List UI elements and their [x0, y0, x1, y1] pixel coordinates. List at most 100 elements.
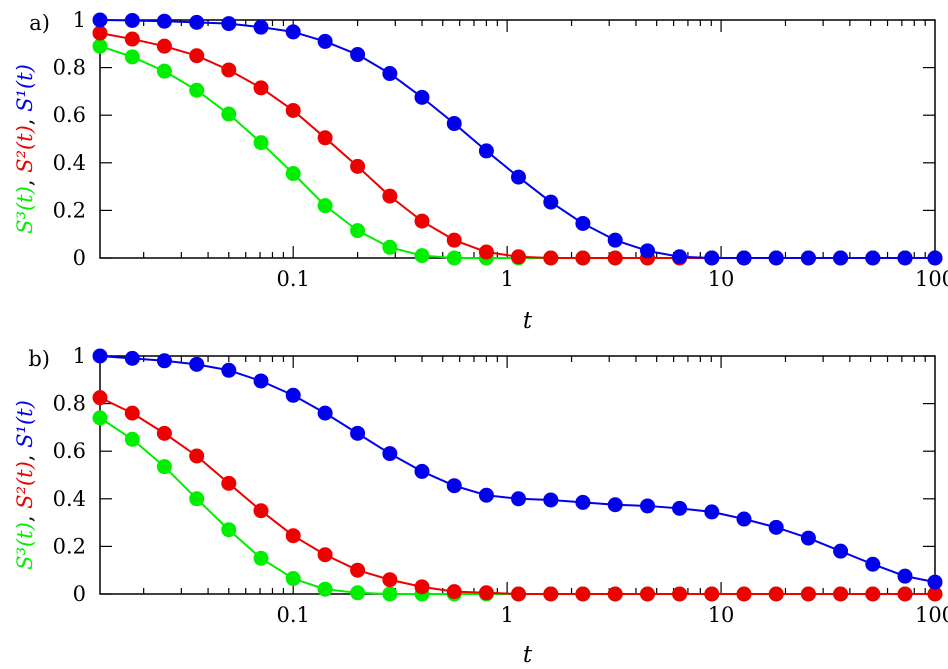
series-line: [99, 45, 935, 259]
data-point: [317, 405, 333, 421]
data-point: [156, 13, 172, 29]
data-point: [253, 503, 269, 519]
data-point: [124, 12, 140, 28]
y-axis-label-part: S³(t): [13, 186, 37, 234]
data-point: [736, 511, 752, 527]
y-tick-label: 0.2: [53, 198, 86, 222]
data-point: [189, 448, 205, 464]
data-point: [350, 47, 366, 63]
data-point: [221, 362, 237, 378]
y-tick-label: 0.8: [53, 392, 86, 416]
data-point: [317, 130, 333, 146]
data-point: [575, 586, 591, 602]
data-point: [510, 249, 526, 265]
data-point: [833, 543, 849, 559]
data-point: [414, 248, 430, 264]
data-point: [768, 250, 784, 266]
data-point: [575, 215, 591, 231]
data-point: [189, 491, 205, 507]
series-2: [92, 390, 943, 602]
data-point: [253, 80, 269, 96]
data-point: [865, 556, 881, 572]
data-point: [189, 48, 205, 64]
data-point: [253, 373, 269, 389]
data-point: [221, 62, 237, 78]
data-point: [446, 250, 462, 266]
data-point: [156, 63, 172, 79]
data-point: [414, 213, 430, 229]
y-tick-label: 0.6: [53, 439, 86, 463]
data-point: [800, 530, 816, 546]
data-point: [285, 571, 301, 587]
plot-frame: [99, 355, 936, 595]
data-point: [446, 116, 462, 132]
x-tick-label: 10: [708, 267, 735, 291]
y-tick-label: 0: [73, 246, 86, 270]
data-point: [285, 102, 301, 118]
data-point: [897, 568, 913, 584]
data-point: [189, 356, 205, 372]
data-point: [350, 585, 366, 601]
x-axis-label: t: [523, 642, 533, 668]
data-point: [414, 463, 430, 479]
y-tick-label: 0.6: [53, 103, 86, 127]
series-3: [92, 12, 943, 266]
data-point: [124, 49, 140, 65]
data-point: [382, 239, 398, 255]
data-point: [865, 250, 881, 266]
data-point: [189, 82, 205, 98]
data-point: [156, 353, 172, 369]
data-point: [704, 250, 720, 266]
data-point: [189, 14, 205, 30]
y-axis-label: S³(t), S²(t), S¹(t): [13, 64, 37, 234]
data-point: [285, 387, 301, 403]
data-point: [221, 106, 237, 122]
y-axis-label-part: ,: [13, 448, 37, 461]
data-point: [478, 487, 494, 503]
data-point: [382, 586, 398, 602]
x-tick-label: 100: [915, 603, 948, 627]
data-point: [607, 250, 623, 266]
y-tick-label: 0.4: [53, 487, 86, 511]
x-tick-label: 10: [708, 603, 735, 627]
series-line: [99, 355, 936, 584]
data-point: [543, 194, 559, 210]
data-point: [317, 33, 333, 49]
data-point: [736, 250, 752, 266]
data-point: [156, 38, 172, 54]
panel-label: b): [28, 347, 50, 371]
x-tick-label: 0.1: [276, 267, 309, 291]
data-point: [639, 243, 655, 259]
data-point: [156, 425, 172, 441]
data-point: [897, 250, 913, 266]
x-axis-label: t: [523, 308, 533, 334]
data-point: [800, 586, 816, 602]
data-point: [285, 166, 301, 182]
data-point: [865, 586, 881, 602]
series-line: [99, 19, 935, 259]
data-point: [607, 586, 623, 602]
series-3: [92, 348, 943, 590]
data-point: [124, 431, 140, 447]
data-point: [543, 492, 559, 508]
x-tick-label: 0.1: [276, 603, 309, 627]
data-point: [156, 459, 172, 475]
data-point: [317, 581, 333, 597]
y-tick-label: 0: [73, 582, 86, 606]
data-point: [253, 135, 269, 151]
data-point: [317, 198, 333, 214]
data-point: [253, 19, 269, 35]
data-point: [382, 188, 398, 204]
data-point: [285, 24, 301, 40]
y-tick-label: 0.8: [53, 56, 86, 80]
y-axis-label-part: ,: [13, 173, 37, 186]
data-point: [736, 586, 752, 602]
y-axis-label-part: S¹(t): [13, 400, 37, 448]
data-point: [221, 475, 237, 491]
plot-frame: [99, 19, 936, 259]
data-point: [768, 519, 784, 535]
y-axis-label-part: S²(t): [13, 461, 37, 509]
